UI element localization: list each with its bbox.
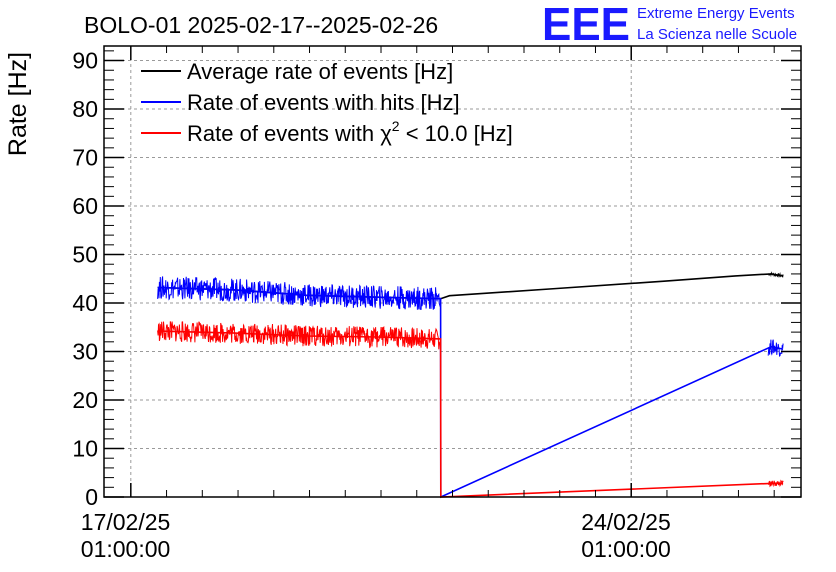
legend-label-hits: Rate of events with hits [Hz]	[187, 90, 460, 115]
y-tick-label: 0	[85, 484, 98, 510]
series-group	[157, 271, 784, 499]
series-chi2-noise	[157, 321, 442, 350]
eee-logo-line1: Extreme Energy Events	[637, 5, 795, 22]
axes-ticks: 010203040506070809017/02/2501:00:0024/02…	[72, 46, 801, 562]
x-tick-label-time: 01:00:00	[81, 536, 171, 562]
x-tick-label-date: 24/02/25	[581, 509, 671, 535]
y-tick-label: 50	[72, 242, 98, 268]
chart-title: BOLO-01 2025-02-17--2025-02-26	[84, 12, 438, 38]
y-axis-label: Rate [Hz]	[4, 52, 32, 156]
legend-chi2-prefix: Rate of events with	[187, 121, 380, 146]
legend-label-chi2: Rate of events with χ2 < 10.0 [Hz]	[187, 118, 513, 146]
legend-label-average: Average rate of events [Hz]	[187, 59, 453, 84]
y-tick-label: 30	[72, 339, 98, 365]
y-tick-label: 70	[72, 145, 98, 171]
y-tick-label: 20	[72, 387, 98, 413]
legend-chi2-exponent: 2	[392, 118, 400, 134]
x-tick-label-time: 01:00:00	[581, 536, 671, 562]
series-hits-noise	[157, 276, 442, 310]
eee-logo-line2: La Scienza nelle Scuole	[637, 26, 797, 43]
grid-lines	[104, 46, 801, 497]
legend-chi2-symbol: χ	[380, 121, 392, 146]
legend: Average rate of events [Hz] Rate of even…	[141, 59, 513, 146]
series-average-noise-end	[768, 271, 784, 278]
legend-chi2-suffix: < 10.0 [Hz]	[400, 121, 513, 146]
y-tick-label: 60	[72, 193, 98, 219]
x-tick-label-date: 17/02/25	[81, 509, 171, 535]
y-tick-label: 80	[72, 96, 98, 122]
series-chi2-noise-end	[767, 479, 784, 488]
series-hits-noise-end	[767, 339, 784, 357]
eee-logo-mark: EEE	[542, 0, 630, 50]
y-tick-label: 90	[72, 48, 98, 74]
y-tick-label: 40	[72, 290, 98, 316]
y-tick-label: 10	[72, 436, 98, 462]
